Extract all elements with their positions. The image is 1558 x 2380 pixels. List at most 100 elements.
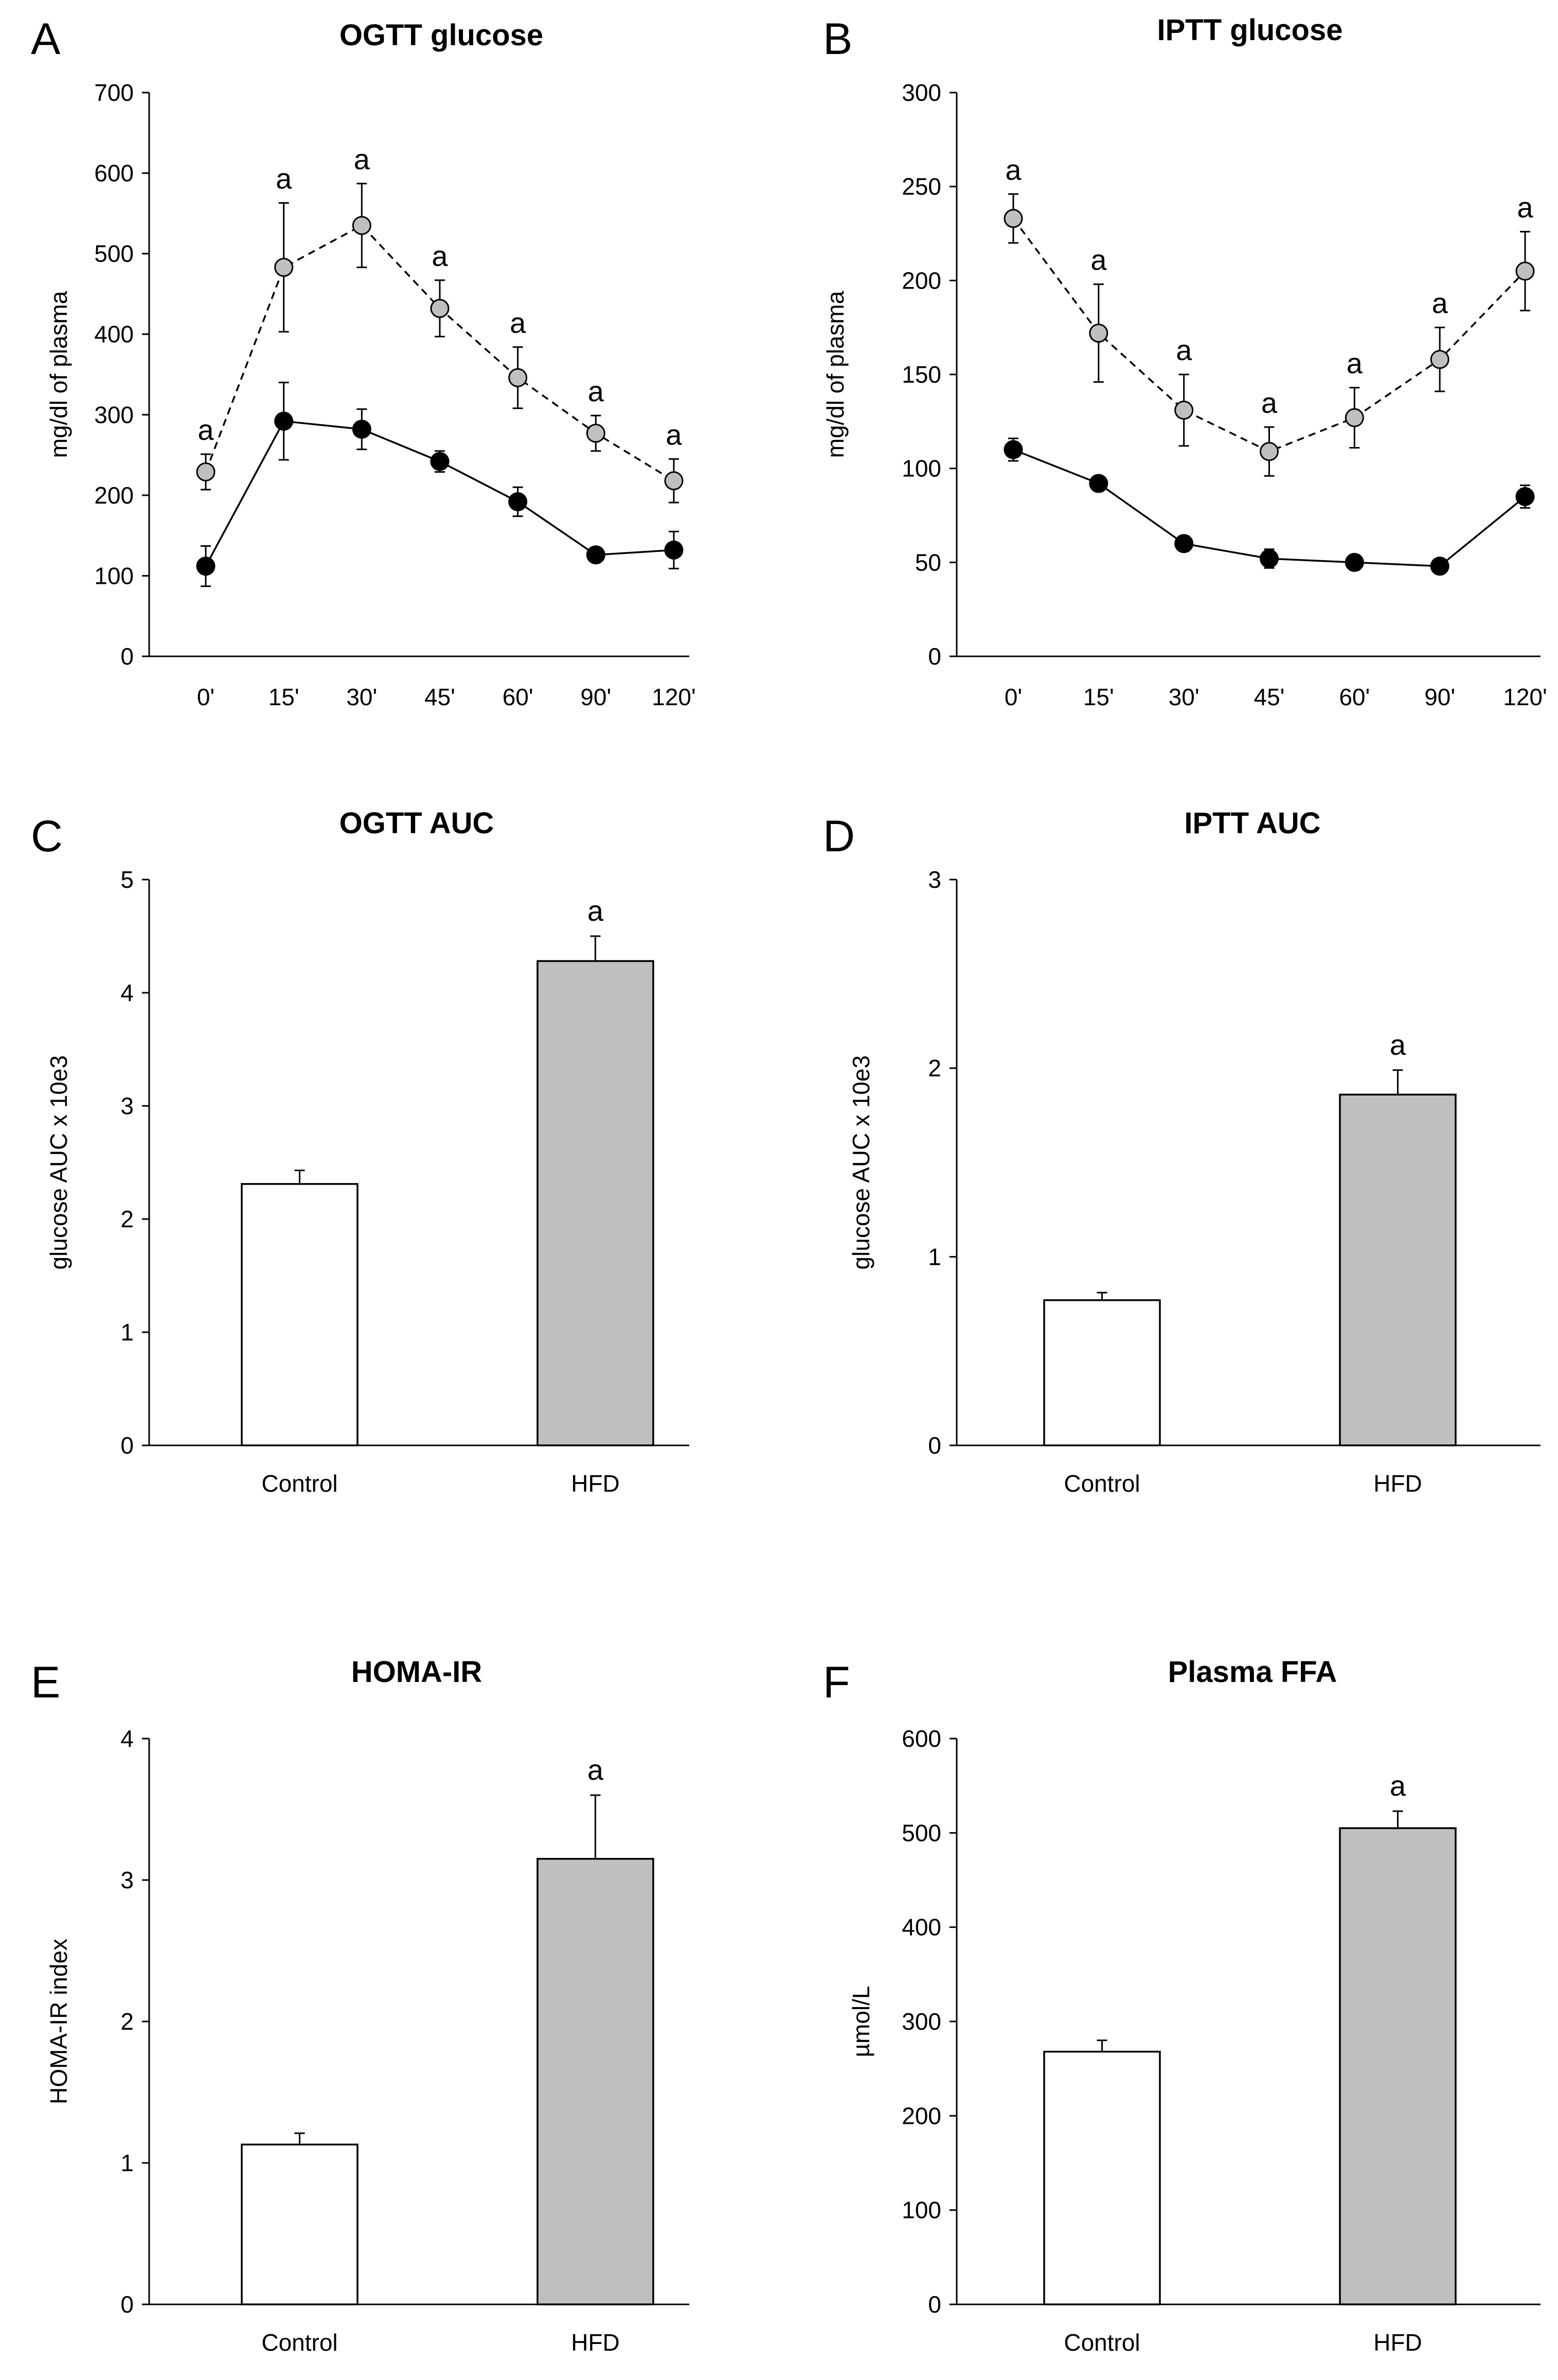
- y-tick-label: 1: [928, 1243, 941, 1270]
- x-tick-label: 30': [346, 684, 377, 710]
- y-tick-label: 300: [94, 401, 134, 428]
- significance-label: a: [1347, 347, 1363, 380]
- y-tick-label: 50: [915, 549, 941, 576]
- bar-hfd: [1339, 1094, 1457, 1446]
- data-point-hfd: [508, 368, 528, 387]
- bar-control: [1043, 2050, 1161, 2305]
- y-tick-label: 4: [120, 1725, 134, 1752]
- data-point-control: [196, 557, 216, 576]
- significance-label: a: [1517, 191, 1533, 223]
- bar-hfd: [536, 1858, 654, 2305]
- data-point-control: [274, 411, 294, 431]
- significance-label: a: [198, 414, 214, 446]
- y-tick-label: 500: [94, 240, 134, 267]
- y-axis-label: µmol/L: [848, 1986, 874, 2057]
- chart-title: OGTT AUC: [339, 807, 494, 840]
- panel-letter: F: [823, 1658, 850, 1707]
- y-tick-label: 300: [902, 2008, 941, 2035]
- significance-label: a: [666, 418, 682, 451]
- data-point-control: [430, 452, 450, 471]
- data-point-hfd: [664, 471, 684, 491]
- bar-control: [1043, 1299, 1161, 1446]
- y-tick-label: 250: [902, 173, 941, 200]
- data-point-control: [1004, 440, 1023, 459]
- y-tick-label: 100: [902, 2197, 941, 2224]
- panel-e: E HOMA-IR 0 1 2 3 4 HOMA-IR index Control HFD a: [31, 1655, 689, 2356]
- data-point-hfd: [1004, 209, 1023, 228]
- data-point-hfd: [586, 423, 605, 443]
- panel-b: B IPTT glucose 0 50 100 150 200 250 300 mg/dl of …: [822, 13, 1547, 710]
- panel-letter: A: [31, 14, 61, 64]
- bar-hfd: [536, 960, 654, 1446]
- data-point-control: [664, 540, 684, 560]
- significance-label: a: [1390, 1769, 1406, 1802]
- x-tick-label: 30': [1169, 684, 1199, 710]
- y-tick-label: 1: [120, 1319, 134, 1346]
- y-tick-label: 3: [928, 866, 941, 893]
- significance-label: a: [587, 894, 604, 927]
- x-tick-label: 60': [1339, 684, 1370, 710]
- bar-control: [241, 1183, 359, 1446]
- y-tick-label: 400: [94, 321, 134, 348]
- y-tick-label: 0: [928, 643, 941, 670]
- x-tick-label: 15': [1083, 684, 1114, 710]
- x-tick-label: HFD: [571, 2329, 620, 2356]
- y-tick-label: 2: [120, 2008, 134, 2035]
- significance-label: a: [588, 375, 604, 407]
- y-tick-label: 700: [94, 79, 134, 106]
- y-tick-label: 600: [902, 1725, 941, 1752]
- data-point-hfd: [1430, 350, 1449, 369]
- x-tick-label: 60': [503, 684, 533, 710]
- data-point-control: [1515, 487, 1535, 506]
- data-point-hfd: [1515, 261, 1535, 281]
- series-hfd: a a a a a a a: [1004, 153, 1535, 477]
- y-tick-label: 0: [928, 1432, 941, 1459]
- significance-label: a: [510, 307, 526, 339]
- y-tick-label: 0: [120, 643, 134, 670]
- panel-letter: B: [823, 14, 852, 64]
- x-tick-label: 15': [268, 684, 299, 710]
- data-point-hfd: [430, 299, 450, 318]
- data-point-control: [1430, 557, 1449, 576]
- x-tick-label: Control: [1064, 2329, 1140, 2356]
- y-tick-label: 500: [902, 1819, 941, 1846]
- y-tick-label: 600: [94, 160, 134, 187]
- y-tick-label: 200: [902, 2102, 941, 2129]
- x-tick-label: 0': [197, 684, 214, 710]
- y-tick-label: 3: [120, 1093, 134, 1119]
- chart-title: HOMA-IR: [351, 1655, 482, 1689]
- significance-label: a: [1390, 1028, 1406, 1061]
- significance-label: a: [432, 240, 448, 272]
- data-point-control: [352, 419, 371, 439]
- data-point-hfd: [274, 258, 294, 277]
- x-tick-label: Control: [261, 2329, 337, 2356]
- y-axis-label: glucose AUC x 10e3: [848, 1055, 874, 1270]
- x-tick-label: 0': [1005, 684, 1022, 710]
- y-axis-label: glucose AUC x 10e3: [45, 1055, 72, 1270]
- panel-letter: E: [31, 1658, 60, 1707]
- x-tick-label: HFD: [571, 1470, 620, 1497]
- y-tick-label: 200: [94, 482, 134, 509]
- y-tick-label: 150: [902, 361, 941, 388]
- data-point-control: [1174, 534, 1194, 553]
- significance-label: a: [1005, 153, 1022, 186]
- panel-letter: C: [31, 812, 63, 861]
- data-point-control: [586, 545, 605, 565]
- series-control: [196, 382, 684, 587]
- significance-label: a: [354, 143, 370, 175]
- bar-control: [241, 2143, 359, 2305]
- x-tick-label: Control: [261, 1470, 337, 1497]
- y-tick-label: 5: [120, 866, 134, 893]
- y-tick-label: 4: [120, 979, 134, 1006]
- data-point-hfd: [1174, 400, 1194, 420]
- significance-label: a: [1090, 244, 1107, 276]
- x-tick-label: 45': [1254, 684, 1285, 710]
- panel-f: F Plasma FFA 0 100 200 300 400 500 600 µmol/L Cont…: [823, 1655, 1541, 2356]
- data-point-control: [508, 492, 528, 511]
- y-tick-label: 100: [94, 562, 134, 589]
- significance-label: a: [1176, 334, 1192, 366]
- x-tick-label: 90': [1424, 684, 1455, 710]
- y-tick-label: 3: [120, 1867, 134, 1893]
- y-tick-label: 100: [902, 455, 941, 482]
- data-point-control: [1260, 549, 1279, 568]
